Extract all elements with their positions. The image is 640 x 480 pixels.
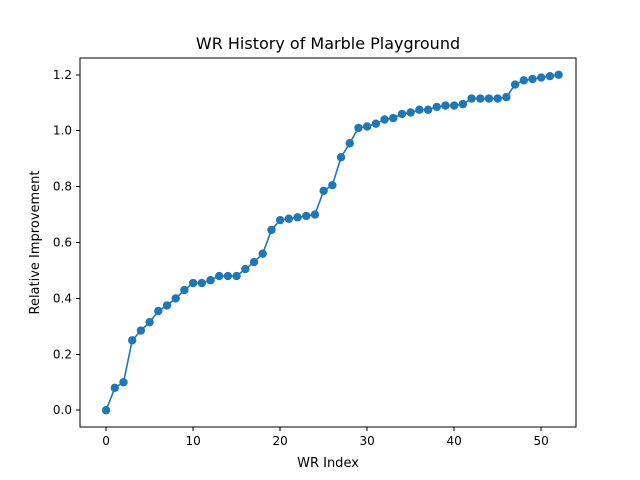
y-axis-label: Relative Improvement <box>28 170 43 314</box>
data-point <box>423 105 433 114</box>
data-point <box>502 92 511 102</box>
data-point <box>145 317 154 327</box>
data-point <box>215 271 224 281</box>
data-point <box>397 109 407 119</box>
data-point <box>371 119 381 128</box>
data-point <box>458 99 468 109</box>
data-point <box>154 306 163 316</box>
data-point <box>476 94 485 103</box>
x-tick-label: 30 <box>360 434 375 448</box>
data-point <box>545 71 555 81</box>
series-line <box>105 73 559 411</box>
data-point <box>432 102 441 112</box>
y-tick-label: 0.4 <box>53 291 72 305</box>
data-point <box>493 94 502 103</box>
data-point <box>110 383 120 393</box>
x-axis-label: WR Index <box>297 456 359 471</box>
x-tick-label: 40 <box>447 434 462 448</box>
plot-area: 0 10 20 30 40 50 0.0 0.2 0.4 0.6 0.8 1.0 1.2 <box>53 57 577 448</box>
data-point <box>197 278 207 288</box>
data-point <box>267 225 276 235</box>
data-point <box>310 210 320 219</box>
x-tick-label: 0 <box>102 434 110 448</box>
chart-title: WR History of Marble Playground <box>196 34 460 53</box>
y-axis: 0.0 0.2 0.4 0.6 0.8 1.0 1.2 <box>53 68 80 417</box>
y-tick-label: 1.0 <box>53 124 72 138</box>
data-point <box>119 378 128 387</box>
y-tick-label: 0.0 <box>53 403 72 417</box>
y-tick-label: 0.8 <box>53 180 72 194</box>
data-point <box>128 336 137 345</box>
data-point <box>536 73 546 82</box>
data-point <box>362 122 372 131</box>
data-point <box>258 249 267 258</box>
data-point <box>180 285 189 295</box>
data-point <box>171 294 180 303</box>
y-tick-label: 1.2 <box>53 68 72 82</box>
y-tick-label: 0.2 <box>53 347 72 361</box>
data-point <box>449 101 459 110</box>
plot-frame <box>79 57 577 428</box>
data-point <box>241 264 250 274</box>
data-point <box>275 215 285 225</box>
series-points <box>101 70 563 415</box>
data-point <box>345 139 354 148</box>
data-point <box>101 406 111 415</box>
data-point <box>293 213 302 222</box>
data-point <box>336 153 346 162</box>
x-tick-label: 10 <box>185 434 200 448</box>
data-point <box>484 94 494 103</box>
data-point <box>188 278 198 288</box>
x-tick-label: 20 <box>272 434 287 448</box>
data-point <box>223 271 233 281</box>
data-point <box>554 70 563 79</box>
data-point <box>528 74 537 84</box>
data-point <box>206 276 215 285</box>
data-point <box>415 105 424 114</box>
data-point <box>467 94 476 103</box>
data-point <box>232 271 241 281</box>
x-tick-label: 50 <box>534 434 549 448</box>
y-tick-label: 0.6 <box>53 236 72 250</box>
data-point <box>162 301 172 310</box>
data-point <box>389 113 398 123</box>
data-point <box>406 108 415 117</box>
data-point <box>510 80 520 89</box>
data-point <box>354 123 363 133</box>
data-point <box>328 180 337 190</box>
data-point <box>302 211 311 221</box>
data-point <box>136 326 146 335</box>
data-point <box>319 186 328 195</box>
data-point <box>284 214 294 223</box>
data-point <box>441 101 450 110</box>
data-point <box>519 76 528 85</box>
data-point <box>380 115 389 124</box>
x-axis: 0 10 20 30 40 50 <box>102 427 549 448</box>
data-point <box>249 257 259 267</box>
